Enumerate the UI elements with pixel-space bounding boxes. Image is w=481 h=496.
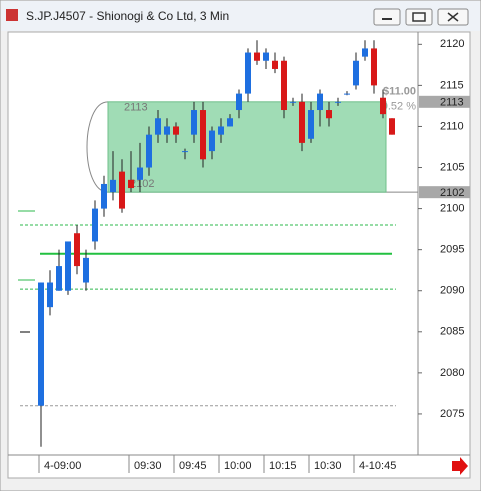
price-tag [419,186,470,199]
range-low-label: 2102 [130,178,154,190]
range-box [107,101,387,193]
y-tick-label: 2090 [440,285,464,297]
y-tick-label: 2120 [440,38,464,50]
y-tick-label: 2095 [440,244,464,256]
candle-body [380,97,386,115]
scroll-arrow[interactable] [452,457,468,475]
candle-body [110,179,116,193]
candle-body [101,183,107,209]
candle-body [245,52,251,94]
y-tick-label: 2100 [440,202,464,214]
price-tag-label: 2102 [440,187,464,199]
y-tick-label: 2115 [440,79,464,91]
candle-body [344,93,350,95]
range-change: $11.00 [383,86,416,98]
candle-body [389,118,395,135]
price-tag [419,95,470,108]
candle-body [155,118,161,135]
y-tick-label: 2105 [440,161,464,173]
x-tick-label: 4-09:00 [44,460,81,472]
candle-body [74,233,80,267]
candle-body [128,179,134,189]
candle-body [317,93,323,111]
candle-body [182,151,188,153]
close-icon [447,12,459,22]
candle-body [362,48,368,57]
candle-body [173,126,179,135]
x-tick-label: 09:45 [179,460,207,472]
x-tick-label: 10:15 [269,460,297,472]
y-tick-label: 2080 [440,367,464,379]
candle-body [218,126,224,135]
candle-body [353,60,359,86]
x-tick-label: 10:00 [224,460,252,472]
range-change-pct: 0.52 % [382,101,416,113]
candle-body [281,60,287,111]
candle-body [326,110,332,119]
candle-body [299,101,305,143]
candle-body [227,118,233,127]
minimize-button[interactable] [373,8,401,26]
candle-body [164,126,170,135]
window-title: S.JP.J4507 - Shionogi & Co Ltd, 3 Min [26,9,229,23]
candle-body [290,101,296,103]
candle-body [47,282,53,308]
candle-body [263,52,269,61]
y-tick-label: 2075 [440,408,464,420]
candle-body [191,110,197,135]
price-tag-label: 2113 [440,97,464,109]
candle-body [92,208,98,242]
range-high-label: 2113 [124,102,148,114]
candle-body [146,134,152,168]
candle-body [83,257,89,283]
candle-body [56,266,62,291]
maximize-button[interactable] [405,8,433,26]
candle-body [371,48,377,86]
x-tick-label: 09:30 [134,460,162,472]
candle-body [209,130,215,152]
y-tick-label: 2085 [440,326,464,338]
y-tick-label: 2110 [440,120,464,132]
candle-body [65,241,71,291]
candle-body [119,171,125,209]
candle-body [308,110,314,139]
candle-body [272,60,278,69]
app-icon [6,9,18,21]
x-tick-label: 4-10:45 [359,460,396,472]
candle-body [335,101,341,103]
candle-body [137,167,143,180]
candle-body [38,282,44,406]
maximize-icon [412,12,426,22]
candle-body [200,110,206,160]
candle-body [254,52,260,61]
candle-body [236,93,242,111]
x-tick-label: 10:30 [314,460,342,472]
